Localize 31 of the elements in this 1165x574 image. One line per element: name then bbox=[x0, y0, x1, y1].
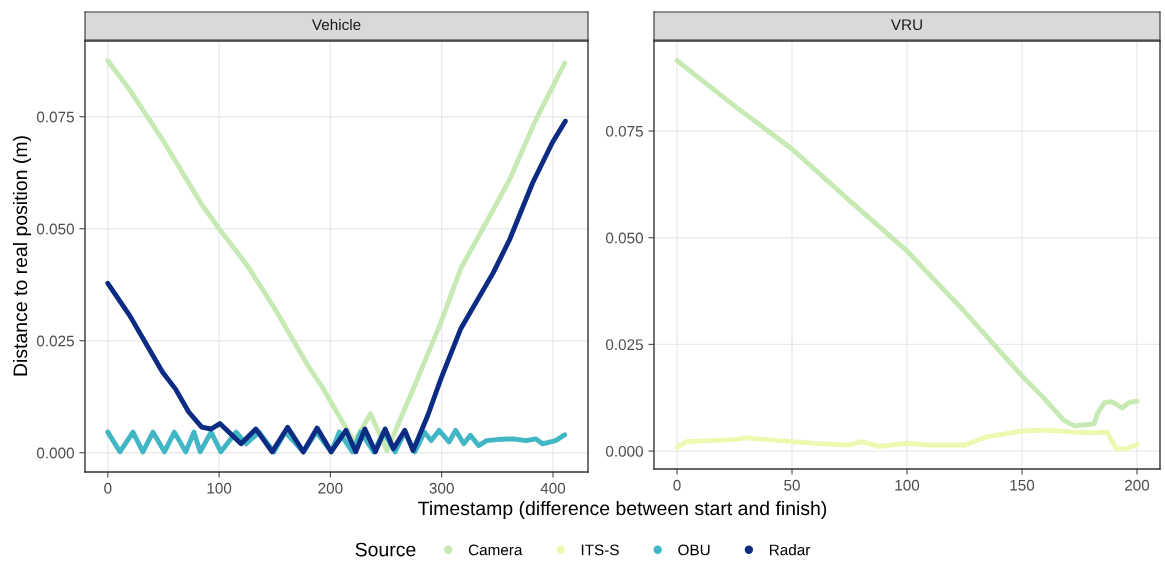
chart-title: VRU bbox=[890, 19, 922, 31]
x-tick-label: 300 bbox=[429, 482, 454, 494]
y-tick-label: 0.000 bbox=[605, 445, 643, 457]
x-tick-label: 0 bbox=[104, 482, 112, 494]
x-tick-label: 0 bbox=[673, 479, 681, 491]
line-series bbox=[674, 58, 1140, 429]
legend-label: Radar bbox=[769, 544, 811, 556]
x-tick-label: 200 bbox=[1125, 479, 1150, 491]
y-tick-label: 0.050 bbox=[605, 232, 643, 244]
y-tick-label: 0.075 bbox=[605, 125, 643, 137]
legend-label: ITS-S bbox=[581, 544, 619, 556]
y-axis-title: Distance to real position (m) bbox=[12, 136, 32, 376]
y-tick-label: 0.075 bbox=[36, 111, 74, 123]
y-tick-label: 0.025 bbox=[605, 339, 643, 351]
legend-title: Source bbox=[355, 542, 416, 557]
line-series bbox=[105, 58, 568, 453]
legend-label: Camera bbox=[468, 544, 523, 556]
y-tick-label: 0.050 bbox=[36, 223, 74, 235]
x-tick-label: 200 bbox=[318, 482, 343, 494]
line-series bbox=[674, 427, 1140, 452]
y-tick-label: 0.000 bbox=[36, 447, 74, 459]
x-tick-label: 100 bbox=[207, 482, 232, 494]
chart-title: Vehicle bbox=[311, 18, 361, 31]
y-tick-label: 0.025 bbox=[36, 335, 74, 347]
x-tick-label: 100 bbox=[895, 479, 920, 491]
x-axis-title: Timestamp (difference between start and finish) bbox=[418, 500, 827, 520]
legend-label: OBU bbox=[678, 544, 710, 556]
x-tick-label: 150 bbox=[1010, 479, 1035, 491]
x-tick-label: 50 bbox=[784, 479, 800, 491]
line-series bbox=[105, 118, 568, 455]
x-tick-label: 400 bbox=[540, 482, 566, 494]
